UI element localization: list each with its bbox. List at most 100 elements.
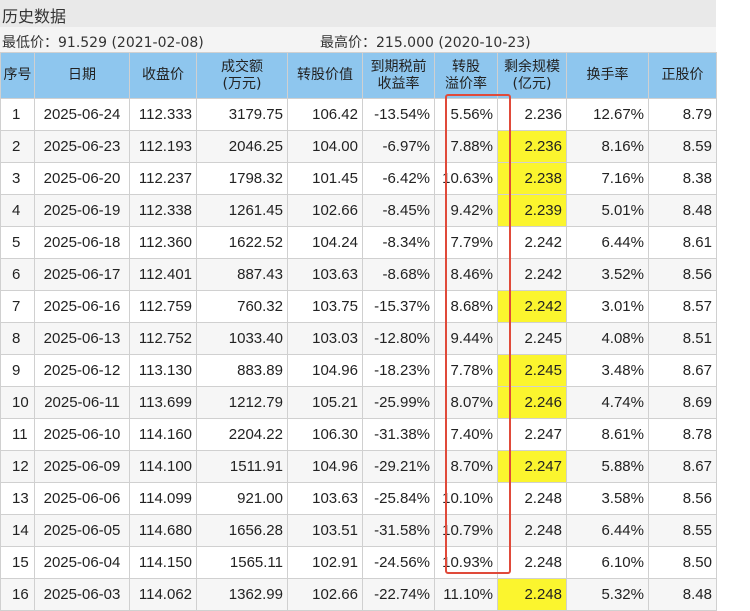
cell-stock-price: 8.38 — [648, 162, 717, 195]
cell-amount: 883.89 — [196, 354, 288, 387]
cell-idx: 2 — [0, 130, 35, 163]
cell-remaining: 2.236 — [497, 98, 567, 131]
column-header-conv-value[interactable]: 转股价值 — [287, 52, 363, 99]
cell-premium: 7.79% — [434, 226, 498, 259]
cell-ytm: -6.42% — [362, 162, 435, 195]
cell-conv-value: 104.96 — [287, 450, 363, 483]
cell-ytm: -13.54% — [362, 98, 435, 131]
cell-amount: 1511.91 — [196, 450, 288, 483]
cell-date: 2025-06-03 — [34, 578, 130, 611]
cell-ytm: -24.56% — [362, 546, 435, 579]
lowest-price-date: (2021-02-08) — [111, 35, 204, 51]
column-header-line2: (万元) — [222, 75, 262, 92]
column-header-line1: 收盘价 — [142, 67, 184, 83]
cell-idx: 8 — [0, 322, 35, 355]
table-row: 9 2025-06-12 113.130 883.89 104.96 -18.23% 7.7… — [0, 354, 717, 387]
cell-turnover: 8.61% — [566, 418, 649, 451]
cell-amount: 1798.32 — [196, 162, 288, 195]
cell-turnover: 5.88% — [566, 450, 649, 483]
cell-ytm: -31.58% — [362, 514, 435, 547]
cell-close: 114.150 — [129, 546, 197, 579]
cell-close: 112.193 — [129, 130, 197, 163]
cell-stock-price: 8.67 — [648, 354, 717, 387]
cell-close: 112.360 — [129, 226, 197, 259]
cell-stock-price: 8.69 — [648, 386, 717, 419]
column-header-line2: 溢价率 — [445, 75, 487, 92]
cell-ytm: -18.23% — [362, 354, 435, 387]
cell-amount: 1033.40 — [196, 322, 288, 355]
cell-ytm: -6.97% — [362, 130, 435, 163]
cell-idx: 15 — [0, 546, 35, 579]
cell-premium: 8.68% — [434, 290, 498, 323]
cell-premium: 5.56% — [434, 98, 498, 131]
cell-amount: 1212.79 — [196, 386, 288, 419]
cell-close: 114.099 — [129, 482, 197, 515]
cell-turnover: 4.74% — [566, 386, 649, 419]
column-header-remaining[interactable]: 剩余规模 (亿元) — [497, 52, 567, 99]
cell-date: 2025-06-06 — [34, 482, 130, 515]
table-row: 3 2025-06-20 112.237 1798.32 101.45 -6.42% 10.… — [0, 162, 717, 195]
cell-amount: 2204.22 — [196, 418, 288, 451]
cell-close: 114.100 — [129, 450, 197, 483]
table-header-row: 序号 日期 收盘价 成交额 (万元) 转股价值 到期税前 收益率 转股 溢价率 剩余规模 (亿元) 换手… — [0, 52, 717, 99]
cell-stock-price: 8.48 — [648, 578, 717, 611]
column-header-amount[interactable]: 成交额 (万元) — [196, 52, 288, 99]
column-header-stock-price[interactable]: 正股价 — [648, 52, 717, 99]
cell-idx: 12 — [0, 450, 35, 483]
history-panel: 历史数据 最低价：91.529 (2021-02-08) 最高价：215.000… — [0, 0, 717, 611]
cell-conv-value: 104.96 — [287, 354, 363, 387]
cell-ytm: -8.68% — [362, 258, 435, 291]
cell-premium: 10.10% — [434, 482, 498, 515]
cell-premium: 7.40% — [434, 418, 498, 451]
table-row: 11 2025-06-10 114.160 2204.22 106.30 -31.38% 7… — [0, 418, 717, 451]
cell-premium: 8.70% — [434, 450, 498, 483]
column-header-close[interactable]: 收盘价 — [129, 52, 197, 99]
column-header-premium[interactable]: 转股 溢价率 — [434, 52, 498, 99]
column-header-date[interactable]: 日期 — [34, 52, 130, 99]
cell-remaining: 2.245 — [497, 354, 567, 387]
cell-idx: 4 — [0, 194, 35, 227]
table-row: 5 2025-06-18 112.360 1622.52 104.24 -8.34% 7.7… — [0, 226, 717, 259]
table-row: 10 2025-06-11 113.699 1212.79 105.21 -25.99% 8… — [0, 386, 717, 419]
cell-conv-value: 103.51 — [287, 514, 363, 547]
cell-close: 112.237 — [129, 162, 197, 195]
cell-stock-price: 8.79 — [648, 98, 717, 131]
cell-close: 112.759 — [129, 290, 197, 323]
cell-amount: 3179.75 — [196, 98, 288, 131]
cell-date: 2025-06-12 — [34, 354, 130, 387]
cell-amount: 2046.25 — [196, 130, 288, 163]
column-header-turnover[interactable]: 换手率 — [566, 52, 649, 99]
table-row: 7 2025-06-16 112.759 760.32 103.75 -15.37% 8.6… — [0, 290, 717, 323]
price-stats: 最低价：91.529 (2021-02-08) 最高价：215.000 (202… — [0, 27, 716, 52]
cell-premium: 7.78% — [434, 354, 498, 387]
cell-close: 112.333 — [129, 98, 197, 131]
cell-amount: 1565.11 — [196, 546, 288, 579]
cell-idx: 14 — [0, 514, 35, 547]
cell-close: 112.338 — [129, 194, 197, 227]
cell-stock-price: 8.56 — [648, 482, 717, 515]
highest-price-date: (2020-10-23) — [438, 35, 531, 51]
highest-price-label: 最高价 — [320, 35, 362, 51]
cell-remaining: 2.238 — [497, 162, 567, 195]
column-header-line1: 成交额 — [221, 58, 263, 75]
cell-amount: 921.00 — [196, 482, 288, 515]
cell-date: 2025-06-17 — [34, 258, 130, 291]
table-row: 13 2025-06-06 114.099 921.00 103.63 -25.84% 10… — [0, 482, 717, 515]
table-row: 12 2025-06-09 114.100 1511.91 104.96 -29.21% 8… — [0, 450, 717, 483]
cell-premium: 11.10% — [434, 578, 498, 611]
cell-remaining: 2.239 — [497, 194, 567, 227]
cell-remaining: 2.248 — [497, 578, 567, 611]
table-row: 6 2025-06-17 112.401 887.43 103.63 -8.68% 8.46… — [0, 258, 717, 291]
table-row: 16 2025-06-03 114.062 1362.99 102.66 -22.74% 1… — [0, 578, 717, 611]
cell-date: 2025-06-05 — [34, 514, 130, 547]
column-header-ytm[interactable]: 到期税前 收益率 — [362, 52, 435, 99]
lowest-price: 最低价：91.529 (2021-02-08) — [2, 35, 204, 51]
cell-remaining: 2.248 — [497, 546, 567, 579]
cell-conv-value: 103.63 — [287, 258, 363, 291]
cell-idx: 16 — [0, 578, 35, 611]
cell-premium: 10.63% — [434, 162, 498, 195]
cell-stock-price: 8.55 — [648, 514, 717, 547]
cell-close: 113.699 — [129, 386, 197, 419]
column-header-idx[interactable]: 序号 — [0, 52, 35, 99]
cell-date: 2025-06-11 — [34, 386, 130, 419]
